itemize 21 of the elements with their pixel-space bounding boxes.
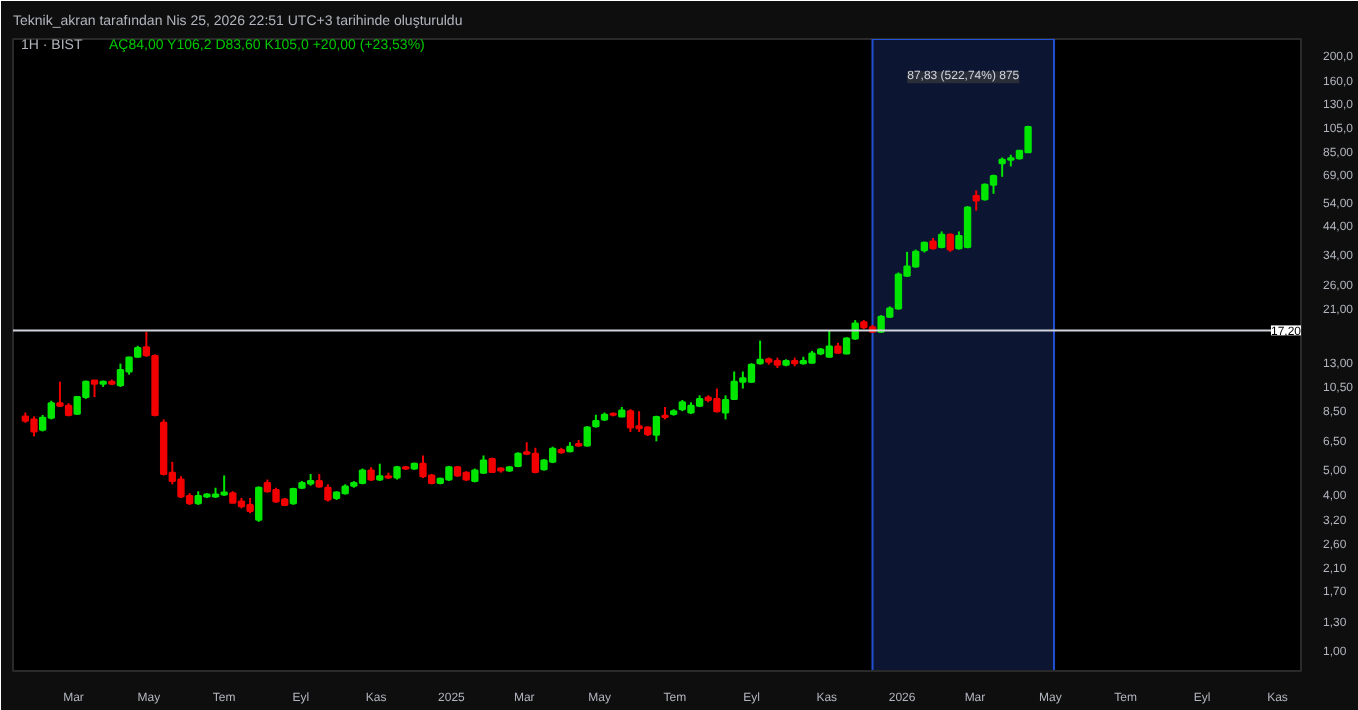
candlestick [419, 454, 427, 480]
candlestick [220, 474, 228, 497]
candlestick [116, 362, 125, 388]
candlestick [747, 362, 756, 384]
candlestick [972, 189, 980, 212]
candlestick [756, 339, 764, 366]
candlestick [825, 329, 833, 359]
candlestick [894, 271, 903, 311]
candlestick [963, 205, 972, 250]
candlestick [652, 414, 661, 443]
candlestick [946, 232, 954, 253]
candlestick [583, 425, 591, 448]
candlestick [56, 380, 64, 408]
candlestick [30, 415, 38, 438]
candlestick [255, 485, 263, 523]
candlestick [626, 408, 635, 434]
candlestick [998, 156, 1006, 178]
candlestick [713, 387, 721, 414]
candlestick [1024, 124, 1032, 154]
candlestick [531, 446, 540, 475]
candlestick [635, 410, 643, 434]
